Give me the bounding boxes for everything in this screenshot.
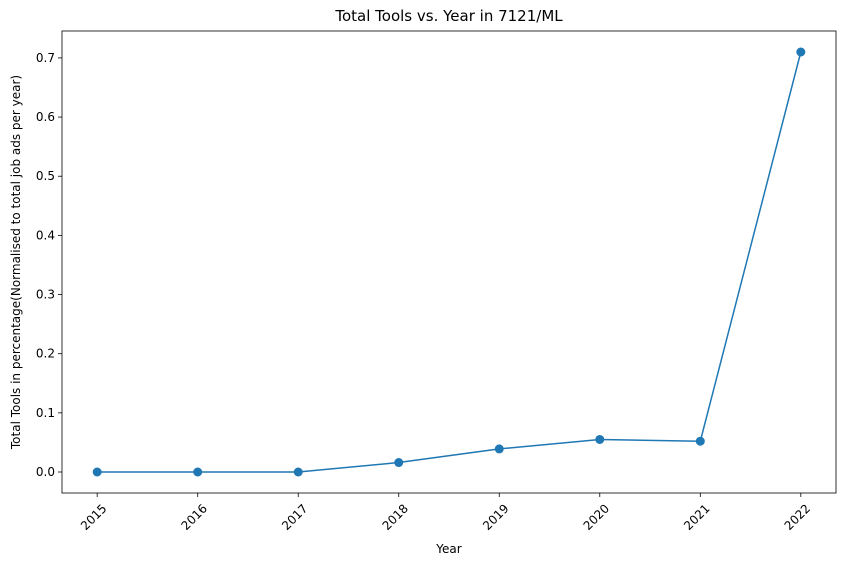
y-tick-label: 0.1 xyxy=(36,406,55,420)
x-tick-label: 2022 xyxy=(782,501,813,532)
data-point xyxy=(695,436,705,446)
data-point xyxy=(92,467,102,477)
x-tick-label: 2017 xyxy=(279,501,310,532)
data-point xyxy=(494,444,504,454)
y-axis-label: Total Tools in percentage(Normalised to … xyxy=(9,75,23,450)
y-tick-label: 0.3 xyxy=(36,288,55,302)
y-tick-label: 0.6 xyxy=(36,110,55,124)
data-point xyxy=(595,434,605,444)
x-tick-label: 2018 xyxy=(380,501,411,532)
y-tick-label: 0.5 xyxy=(36,169,55,183)
x-tick-label: 2019 xyxy=(480,501,511,532)
x-tick-label: 2015 xyxy=(78,501,109,532)
data-point xyxy=(394,458,404,468)
y-tick-label: 0.7 xyxy=(36,51,55,65)
data-point xyxy=(293,467,303,477)
y-axis-ticks: 0.0 0.1 0.2 0.3 0.4 0.5 0.6 0.7 xyxy=(36,51,62,479)
x-tick-label: 2020 xyxy=(581,501,612,532)
y-tick-label: 0.2 xyxy=(36,347,55,361)
chart-title: Total Tools vs. Year in 7121/ML xyxy=(334,7,563,25)
plot-area xyxy=(62,31,836,493)
x-axis-ticks: 2015 2016 2017 2018 2019 2020 2021 2022 xyxy=(78,493,813,533)
x-axis-label: Year xyxy=(435,542,461,556)
x-tick-label: 2016 xyxy=(179,501,210,532)
series-line xyxy=(97,51,802,473)
plot-frame xyxy=(61,30,837,494)
data-points xyxy=(92,47,806,477)
x-tick-label: 2021 xyxy=(681,501,712,532)
data-point xyxy=(796,47,806,57)
y-tick-label: 0.0 xyxy=(36,465,55,479)
data-point xyxy=(193,467,203,477)
y-tick-label: 0.4 xyxy=(36,228,55,242)
